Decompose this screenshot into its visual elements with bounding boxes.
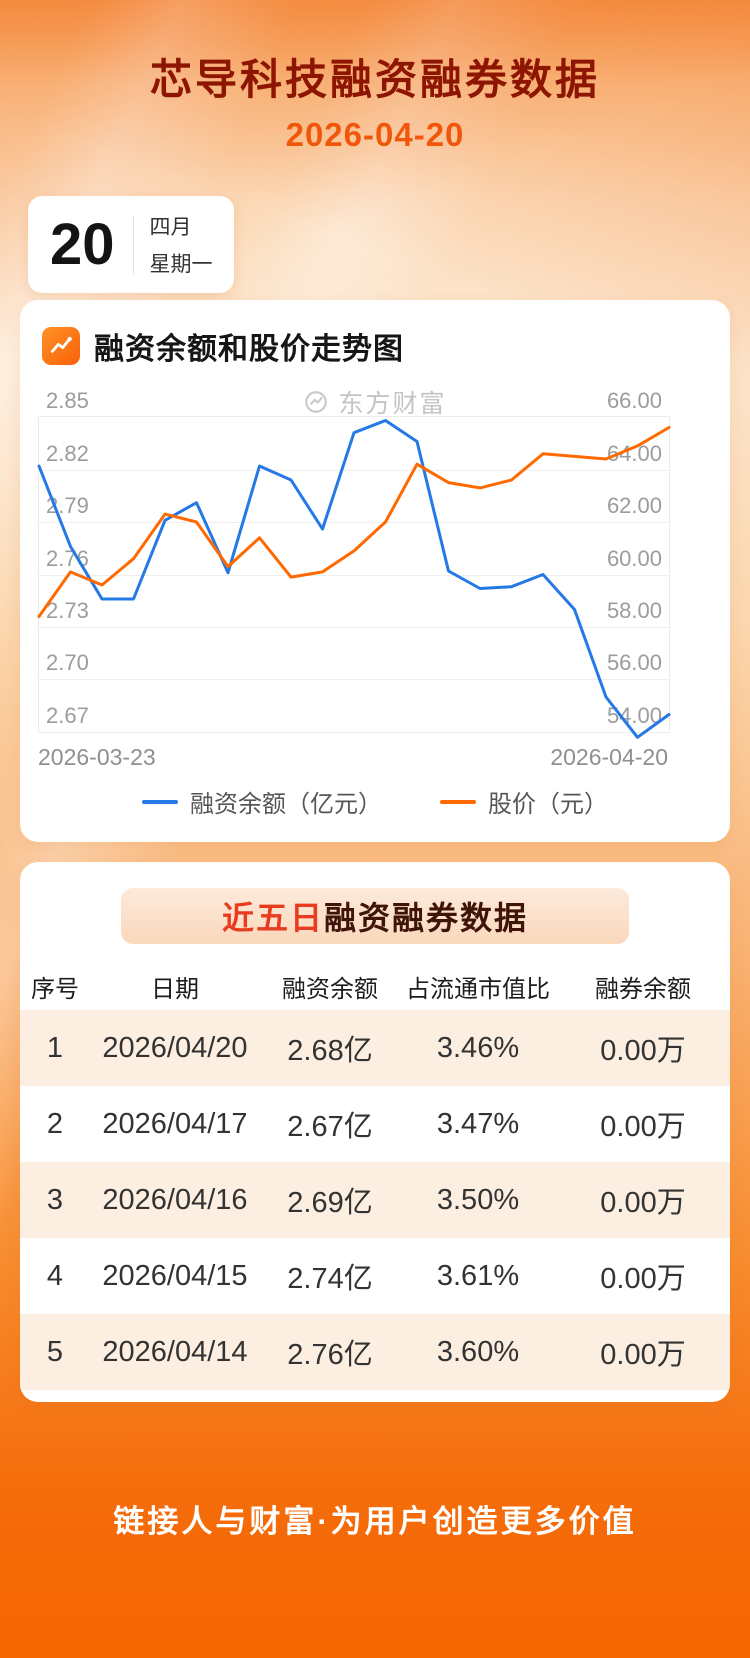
calendar-divider (132, 215, 134, 274)
page-date: 2026-04-20 (285, 116, 465, 153)
cell-market-cap-ratio: 3.50% (436, 1183, 520, 1216)
calendar-day: 20 (50, 211, 115, 277)
x-axis-labels: 2026-03-23 2026-04-20 (38, 744, 668, 771)
gridline (39, 521, 669, 523)
col-header-date: 日期 (151, 975, 199, 1003)
left-axis-tick: 2.76 (46, 545, 89, 571)
cell-index: 4 (46, 1259, 64, 1292)
calendar-month: 四月 (149, 216, 192, 239)
cell-short-balance: 0.00万 (600, 1339, 686, 1371)
cell-index: 1 (46, 1031, 64, 1064)
footer: 链接人与财富·为用户创造更多价值 (0, 1496, 750, 1541)
eastmoney-logo-icon (305, 391, 328, 413)
left-axis-tick: 2.70 (46, 650, 89, 676)
line-chart-icon (42, 327, 80, 365)
cell-date: 2026/04/20 (102, 1031, 248, 1064)
gridline (39, 574, 669, 576)
watermark-text: 东方财富 (338, 390, 447, 418)
trend-chart-plot: 2.85 2.82 2.79 2.76 2.73 2.70 2.67 66.00… (37, 390, 671, 739)
margin-data-table: 序号 日期 融资余额 占流通市值比 融券余额 1 2026/04/20 2.68… (20, 962, 730, 1390)
table-row: 1 2026/04/20 2.68亿 3.46% 0.00万 (20, 1010, 730, 1086)
table-row: 2 2026/04/17 2.67亿 3.47% 0.00万 (20, 1086, 730, 1162)
cell-index: 2 (46, 1107, 64, 1140)
cell-short-balance: 0.00万 (600, 1111, 686, 1143)
gridline (39, 469, 669, 471)
page-title: 芯导科技融资融券数据 (149, 56, 600, 103)
col-header-margin-balance: 融资余额 (282, 975, 378, 1003)
chart-card: 融资余额和股价走势图 东方财富 2.85 2.82 2.79 2.76 2.73… (20, 300, 730, 842)
cell-margin-balance: 2.68亿 (287, 1035, 373, 1067)
left-axis-tick: 2.82 (46, 440, 89, 466)
trend-lines-svg (37, 419, 671, 739)
table-title-highlight: 近五日 (221, 900, 324, 936)
cell-market-cap-ratio: 3.46% (436, 1031, 520, 1064)
right-axis-tick: 56.00 (606, 650, 662, 676)
legend-label-margin-balance: 融资余额（亿元） (190, 791, 382, 818)
gridline (39, 679, 669, 681)
right-axis-tick: 60.00 (606, 545, 662, 571)
cell-short-balance: 0.00万 (600, 1035, 686, 1067)
cell-margin-balance: 2.74亿 (287, 1263, 373, 1295)
legend-item-stock-price: 股价（元） (440, 784, 608, 819)
col-header-short-balance: 融券余额 (595, 975, 691, 1003)
cell-date: 2026/04/16 (102, 1183, 248, 1216)
right-axis-tick: 64.00 (606, 440, 662, 466)
calendar-card: 20 四月 星期一 (28, 196, 234, 293)
chart-legend: 融资余额（亿元） 股价（元） (20, 784, 730, 819)
cell-date: 2026/04/15 (102, 1259, 248, 1292)
table-header-row: 序号 日期 融资余额 占流通市值比 融券余额 (20, 962, 730, 1010)
table-row: 5 2026/04/14 2.76亿 3.60% 0.00万 (20, 1314, 730, 1390)
cell-short-balance: 0.00万 (600, 1187, 686, 1219)
cell-margin-balance: 2.67亿 (287, 1111, 373, 1143)
legend-label-stock-price: 股价（元） (488, 791, 608, 818)
cell-margin-balance: 2.69亿 (287, 1187, 373, 1219)
calendar-weekday: 星期一 (149, 253, 213, 276)
x-axis-start-label: 2026-03-23 (38, 744, 156, 770)
left-axis-tick: 2.73 (46, 598, 89, 623)
x-axis-end-label: 2026-04-20 (550, 744, 668, 770)
cell-index: 5 (46, 1335, 64, 1368)
table-title-rest: 融资融券数据 (324, 900, 529, 936)
watermark-chart: 东方财富 (20, 384, 730, 420)
cell-short-balance: 0.00万 (600, 1263, 686, 1295)
right-axis-tick: 66.00 (606, 388, 662, 413)
right-axis-tick: 62.00 (606, 492, 662, 518)
cell-date: 2026/04/17 (102, 1107, 248, 1140)
legend-item-margin-balance: 融资余额（亿元） (142, 784, 382, 819)
table-row: 3 2026/04/16 2.69亿 3.50% 0.00万 (20, 1162, 730, 1238)
table-row: 4 2026/04/15 2.74亿 3.61% 0.00万 (20, 1238, 730, 1314)
gridline (39, 627, 669, 628)
col-header-index: 序号 (31, 975, 79, 1003)
col-header-market-cap-ratio: 占流通市值比 (406, 975, 550, 1003)
cell-market-cap-ratio: 3.60% (436, 1335, 520, 1368)
cell-index: 3 (46, 1183, 64, 1216)
cell-margin-balance: 2.76亿 (287, 1339, 373, 1371)
cell-market-cap-ratio: 3.47% (436, 1107, 520, 1140)
chart-section-header: 融资余额和股价走势图 (20, 300, 730, 368)
footer-slogan: 链接人与财富·为用户创造更多价值 (113, 1504, 637, 1539)
chart-section-title: 融资余额和股价走势图 (94, 333, 404, 366)
table-title: 近五日 融资融券数据 (121, 888, 629, 944)
left-axis-tick: 2.67 (46, 703, 89, 728)
cell-date: 2026/04/14 (102, 1335, 248, 1368)
legend-marker-stock-price (440, 799, 476, 804)
calendar-info: 四月 星期一 (150, 211, 213, 278)
cell-market-cap-ratio: 3.61% (436, 1259, 520, 1292)
right-axis-tick: 58.00 (606, 598, 662, 623)
left-axis-tick: 2.85 (46, 388, 89, 413)
legend-marker-margin-balance (142, 799, 178, 804)
right-axis-tick: 54.00 (606, 703, 662, 728)
